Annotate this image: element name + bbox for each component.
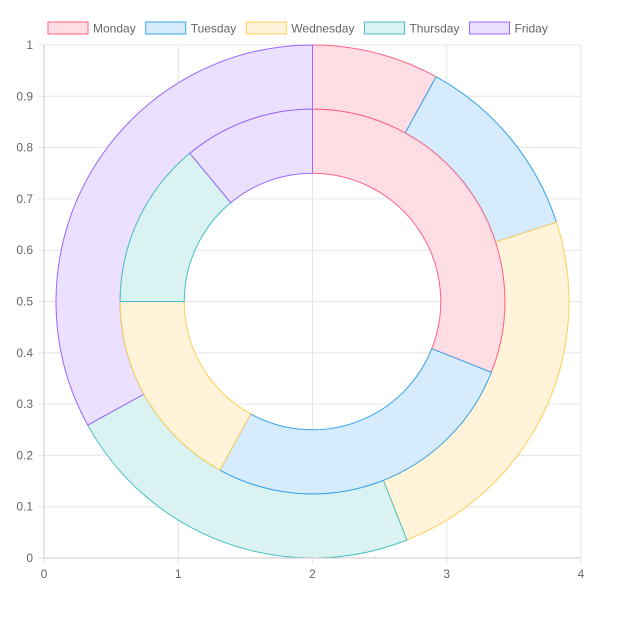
legend-label: Friday <box>514 22 547 36</box>
doughnut-segment-inner-tuesday[interactable] <box>219 348 493 495</box>
legend-item-wednesday[interactable]: Wednesday <box>245 21 354 36</box>
y-tick-label: 0.3 <box>16 397 33 411</box>
legend-label: Thursday <box>409 22 459 36</box>
legend: Monday Tuesday Wednesday Thursday Friday <box>47 21 548 36</box>
legend-label: Wednesday <box>291 22 354 36</box>
y-tick-label: 1 <box>26 38 33 52</box>
doughnut-segment-inner-monday[interactable] <box>312 108 506 373</box>
y-tick-label: 0.1 <box>16 500 33 514</box>
legend-item-tuesday[interactable]: Tuesday <box>145 21 237 36</box>
legend-swatch <box>47 21 89 35</box>
legend-item-monday[interactable]: Monday <box>47 21 136 36</box>
axes: 0 1 2 3 4 0 0.1 0.2 0.3 0.4 0.5 0.6 0.7 0.8 0.9 1 <box>16 38 584 581</box>
y-tick-label: 0.9 <box>16 89 33 103</box>
x-tick-label: 1 <box>175 567 182 581</box>
legend-label: Tuesday <box>191 22 237 36</box>
legend-item-friday[interactable]: Friday <box>468 21 548 36</box>
legend-label: Monday <box>93 22 136 36</box>
x-tick-label: 0 <box>41 567 48 581</box>
legend-swatch <box>145 21 187 35</box>
doughnut-segment-inner-friday[interactable] <box>189 108 313 204</box>
legend-item-thursday[interactable]: Thursday <box>363 21 459 36</box>
y-tick-label: 0.6 <box>16 243 33 257</box>
legend-swatch <box>363 21 405 35</box>
y-tick-label: 0.2 <box>16 448 33 462</box>
legend-swatch <box>245 21 287 35</box>
x-tick-label: 3 <box>443 567 450 581</box>
x-tick-label: 4 <box>578 567 585 581</box>
y-tick-label: 0.8 <box>16 141 33 155</box>
y-tick-label: 0.5 <box>16 295 33 309</box>
doughnut-rings <box>55 44 570 559</box>
y-tick-label: 0 <box>26 551 33 565</box>
legend-swatch <box>468 21 510 35</box>
x-tick-label: 2 <box>309 567 316 581</box>
y-tick-label: 0.4 <box>16 346 33 360</box>
y-tick-label: 0.7 <box>16 192 33 206</box>
